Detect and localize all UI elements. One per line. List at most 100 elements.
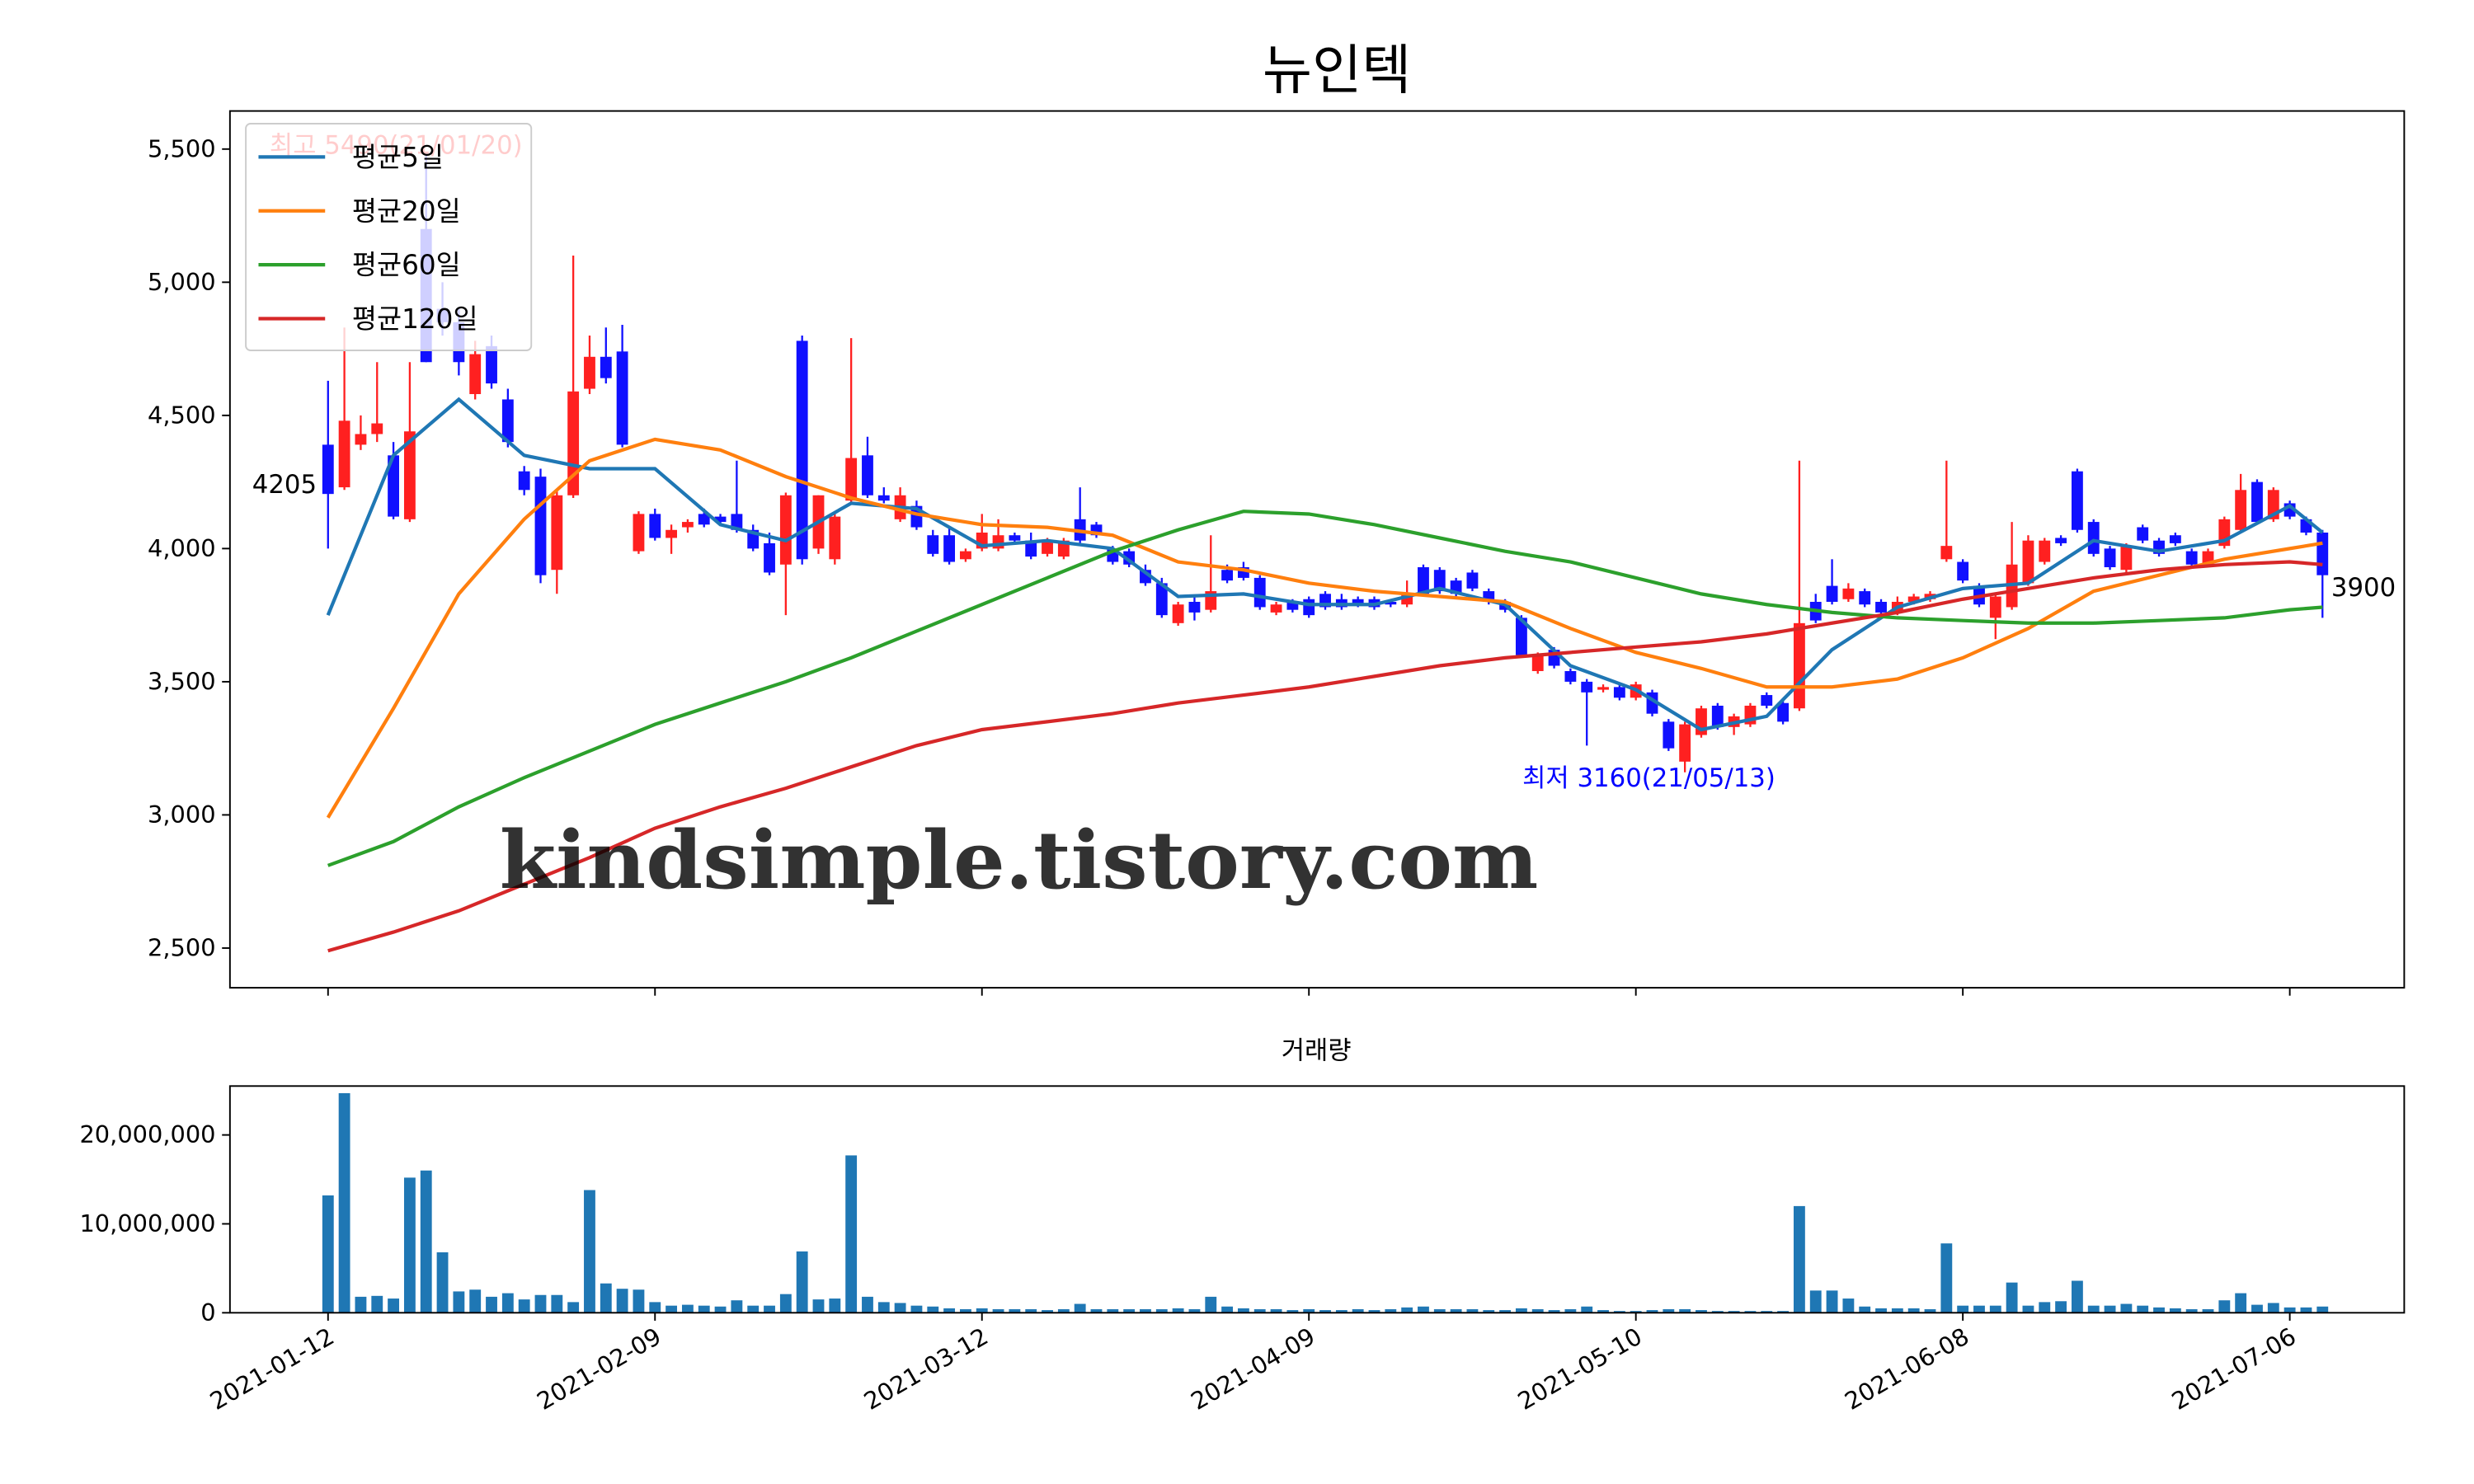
volume-bar: [616, 1289, 628, 1313]
volume-bar: [338, 1092, 350, 1313]
volume-bar: [943, 1308, 956, 1313]
volume-bar: [1335, 1310, 1348, 1313]
candle-body: [338, 420, 350, 488]
volume-bar: [1957, 1305, 1969, 1313]
volume-bar: [714, 1306, 727, 1313]
candle-body: [681, 522, 694, 528]
volume-bar: [2137, 1305, 2149, 1313]
moving-average-line: [326, 437, 2323, 819]
volume-bar: [1090, 1308, 1103, 1313]
volume-bar: [1679, 1308, 1691, 1313]
volume-bar: [420, 1170, 432, 1313]
volume-bar: [1793, 1205, 1805, 1313]
volume-bar: [1924, 1308, 1936, 1313]
y-tick-label: 4,000: [148, 534, 216, 562]
candle-body: [1253, 577, 1266, 608]
volume-bar: [518, 1299, 530, 1313]
candle-body: [1940, 546, 1953, 560]
volume-bar: [796, 1251, 808, 1313]
volume-bar: [1074, 1303, 1086, 1313]
candle-body: [322, 444, 334, 495]
candle-body: [1385, 601, 1397, 605]
volume-bar: [862, 1296, 873, 1313]
candle-body: [584, 356, 595, 389]
legend-label: 평균120일: [352, 303, 478, 335]
volume-bar: [1155, 1308, 1168, 1313]
volume-bar: [453, 1291, 465, 1313]
volume-bar: [1859, 1306, 1871, 1313]
annotation: 3900: [2331, 573, 2396, 603]
volume-title: 거래량: [1282, 1036, 1352, 1066]
volume-bar: [1711, 1311, 1724, 1313]
chart-title: 뉴인텍: [1263, 40, 1411, 102]
volume-bar: [959, 1308, 971, 1313]
volume-bar: [1891, 1308, 1903, 1313]
candle-body: [862, 455, 873, 495]
volume-bar: [1761, 1311, 1773, 1313]
volume-bar: [1107, 1308, 1119, 1313]
volume-bar: [1286, 1310, 1299, 1313]
volume-bar: [1433, 1308, 1446, 1313]
candle-body: [1957, 561, 1969, 581]
watermark: kindsimple.tistory.com: [500, 814, 1539, 907]
volume-bar: [1057, 1308, 1070, 1313]
volume-bar: [1973, 1305, 1985, 1313]
volume-bar: [1042, 1310, 1053, 1313]
y-tick-label: 3,500: [148, 668, 216, 696]
volume-bar: [600, 1283, 612, 1313]
volume-bar: [2087, 1305, 2100, 1313]
candle-body: [1270, 604, 1282, 613]
candle-body: [714, 516, 727, 523]
candle-body: [2235, 490, 2247, 530]
candle-body: [1172, 604, 1184, 623]
volume-bar: [747, 1305, 760, 1313]
candle-body: [2169, 535, 2181, 543]
candle-body: [2185, 551, 2198, 565]
candle-body: [469, 354, 482, 395]
volume-bar: [829, 1298, 841, 1313]
volume-bar: [2251, 1304, 2263, 1313]
candle-body: [2251, 481, 2263, 523]
candle-body: [2087, 522, 2100, 554]
candle-body: [1777, 702, 1790, 722]
volume-bar: [1564, 1308, 1577, 1313]
volume-bar: [1548, 1310, 1560, 1313]
volume-bar: [812, 1299, 825, 1313]
volume-bar: [1319, 1310, 1331, 1313]
candle-body: [501, 399, 514, 443]
volume-bar: [927, 1306, 939, 1313]
candle-body: [2137, 527, 2149, 541]
volume-bar: [1140, 1308, 1151, 1313]
candle-body: [633, 514, 645, 552]
candle-body: [600, 356, 612, 378]
candle-body: [829, 516, 841, 560]
volume-bar: [1744, 1311, 1757, 1313]
volume-bar: [1418, 1306, 1429, 1313]
volume-bar: [1531, 1308, 1544, 1313]
volume-bar: [584, 1190, 595, 1313]
candle-body: [1907, 596, 1920, 602]
candle-body: [1531, 655, 1544, 671]
candle-body: [731, 514, 743, 530]
volume-bar: [1842, 1298, 1855, 1313]
moving-average-line: [327, 510, 2323, 867]
candle-body: [877, 495, 890, 501]
volume-bar: [1352, 1308, 1364, 1313]
volume-bar: [1663, 1308, 1675, 1313]
candle-body: [2316, 532, 2329, 575]
volume-bar: [1646, 1310, 1658, 1313]
candle-body: [1188, 601, 1201, 613]
candle-body: [1613, 687, 1625, 698]
volume-bar: [403, 1177, 416, 1313]
volume-bar: [894, 1303, 906, 1313]
volume-bar: [698, 1305, 710, 1313]
volume-bar: [1809, 1290, 1822, 1313]
candle-body: [845, 458, 858, 501]
volume-bar: [355, 1296, 367, 1313]
candle-body: [616, 351, 628, 445]
volume-bar: [551, 1294, 563, 1313]
volume-bar: [1826, 1290, 1838, 1313]
volume-bar: [2071, 1280, 2083, 1313]
legend-label: 평균60일: [352, 250, 461, 281]
